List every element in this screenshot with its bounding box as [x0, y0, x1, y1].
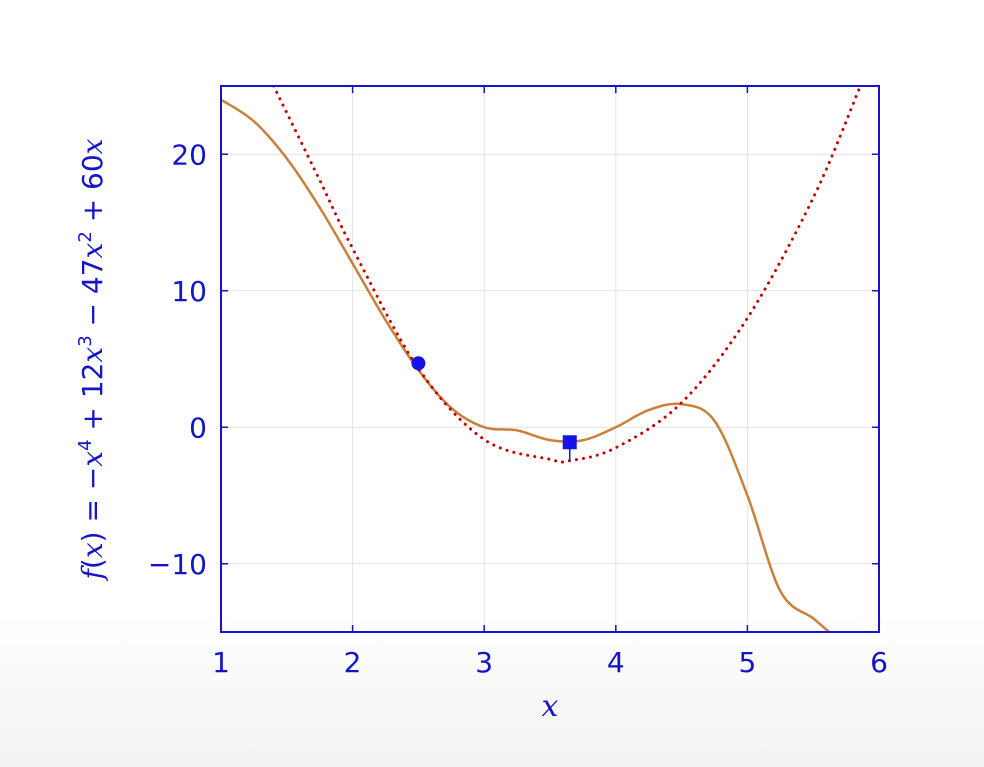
- plot-area: [221, 86, 879, 632]
- y-tick-labels: −10 0 10 20: [148, 138, 207, 581]
- ylabel-plus12: + 12: [76, 363, 109, 440]
- ylabel-exp2: 2: [75, 231, 96, 242]
- ylabel-x2-base: x: [76, 242, 109, 258]
- markers-group: [411, 356, 577, 461]
- ylabel-x1-base: x: [76, 138, 109, 154]
- x-tick-labels: 1 2 3 4 5 6: [212, 646, 888, 679]
- ylabel-x: x: [76, 542, 109, 558]
- series-approximation-line: [272, 86, 861, 464]
- ylabel-exp4: 4: [75, 439, 96, 450]
- y-tick-label: −10: [148, 548, 207, 581]
- x-tick-label: 3: [475, 646, 493, 679]
- ylabel-plus60: + 60: [76, 154, 109, 231]
- plot-frame: [220, 85, 880, 633]
- series-function-line: [221, 98, 831, 632]
- marker-square: [562, 435, 577, 450]
- ylabel-x3-base: x: [76, 347, 109, 363]
- ylabel-minus47: − 47: [76, 258, 109, 335]
- y-tick-label: 0: [189, 411, 207, 444]
- x-axis-label: x: [542, 689, 559, 724]
- x-tick-label: 4: [607, 646, 625, 679]
- ylabel-x4-base: x: [76, 451, 109, 467]
- y-axis-label: f(x) = −x4 + 12x3 − 47x2 + 60x: [75, 138, 109, 581]
- y-tick-label: 10: [171, 275, 207, 308]
- marker-circle: [411, 356, 426, 371]
- ylabel-eq: ) = −: [76, 467, 109, 543]
- x-tick-label: 2: [344, 646, 362, 679]
- y-tick-label: 20: [171, 138, 207, 171]
- x-tick-label: 1: [212, 646, 230, 679]
- series-group: [221, 86, 861, 632]
- ylabel-paren-open: (: [76, 558, 109, 569]
- x-tick-label: 5: [738, 646, 756, 679]
- x-tick-label: 6: [870, 646, 888, 679]
- ylabel-exp3: 3: [75, 335, 96, 346]
